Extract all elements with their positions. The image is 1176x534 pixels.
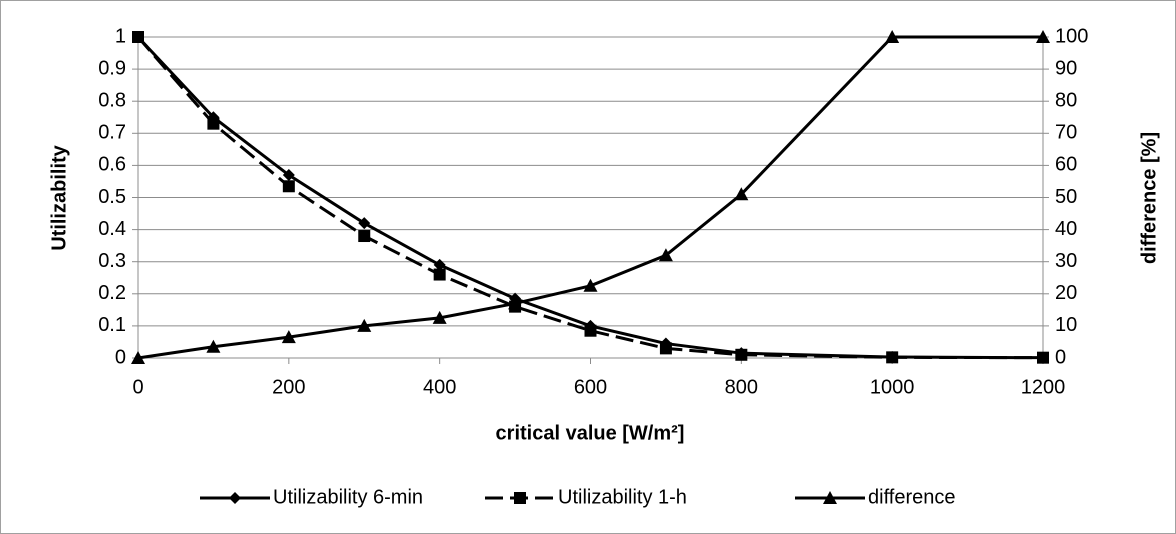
y-tick-label: 0.8: [98, 89, 126, 111]
y2-tick-label: 80: [1055, 89, 1077, 111]
y-tick-label: 0.9: [98, 57, 126, 79]
y-tick-label: 1: [115, 25, 126, 47]
marker: [132, 31, 144, 43]
legend-marker: [514, 492, 526, 504]
y-tick-label: 0.2: [98, 282, 126, 304]
x-axis-label: critical value [W/m²]: [496, 422, 685, 444]
marker: [282, 169, 295, 182]
y2-tick-label: 20: [1055, 282, 1077, 304]
legend-label: difference: [868, 486, 955, 508]
marker: [583, 278, 598, 292]
marker: [432, 310, 447, 324]
y2-axis-label: difference [%]: [1138, 132, 1160, 264]
marker: [659, 342, 672, 355]
marker: [433, 258, 446, 271]
legend-marker: [229, 492, 241, 504]
y2-tick-label: 60: [1055, 154, 1077, 176]
marker: [734, 187, 749, 201]
y2-tick-label: 40: [1055, 218, 1077, 240]
y2-tick-label: 70: [1055, 122, 1077, 144]
y2-tick-label: 100: [1055, 25, 1088, 47]
marker: [886, 351, 899, 364]
y-tick-label: 0.1: [98, 314, 126, 336]
x-tick-label: 1200: [1021, 376, 1066, 398]
y2-tick-label: 10: [1055, 314, 1077, 336]
legend-label: Utilizability 6-min: [273, 486, 423, 508]
y-tick-label: 0.4: [98, 218, 126, 240]
marker: [358, 230, 371, 243]
marker: [584, 324, 597, 337]
marker: [207, 117, 220, 130]
x-tick-label: 200: [272, 376, 305, 398]
x-tick-label: 600: [574, 376, 607, 398]
marker: [1036, 30, 1050, 43]
marker: [508, 296, 523, 310]
marker: [885, 30, 900, 43]
y-tick-label: 0.3: [98, 250, 126, 272]
marker: [281, 330, 296, 344]
y-tick-label: 0: [115, 346, 126, 368]
series-line: [136, 36, 1044, 360]
y2-tick-label: 90: [1055, 57, 1077, 79]
y2-tick-label: 30: [1055, 250, 1077, 272]
legend-label: Utilizability 1-h: [558, 486, 687, 508]
legend-marker: [823, 491, 837, 504]
x-tick-label: 800: [725, 376, 758, 398]
marker: [358, 217, 371, 230]
x-tick-label: 1000: [870, 376, 915, 398]
marker: [433, 268, 446, 281]
marker: [1037, 351, 1049, 364]
x-tick-label: 0: [132, 376, 143, 398]
marker: [658, 248, 673, 262]
marker: [131, 351, 145, 364]
y-tick-label: 0.6: [98, 154, 126, 176]
y-tick-label: 0.7: [98, 122, 126, 144]
y-tick-label: 0.5: [98, 186, 126, 208]
marker: [357, 318, 372, 332]
y2-tick-label: 0: [1055, 346, 1066, 368]
marker: [735, 348, 748, 361]
marker: [206, 339, 221, 353]
marker: [282, 180, 295, 193]
x-tick-label: 400: [423, 376, 456, 398]
y-axis-label: Utilizability: [48, 144, 70, 250]
y2-tick-label: 50: [1055, 186, 1077, 208]
